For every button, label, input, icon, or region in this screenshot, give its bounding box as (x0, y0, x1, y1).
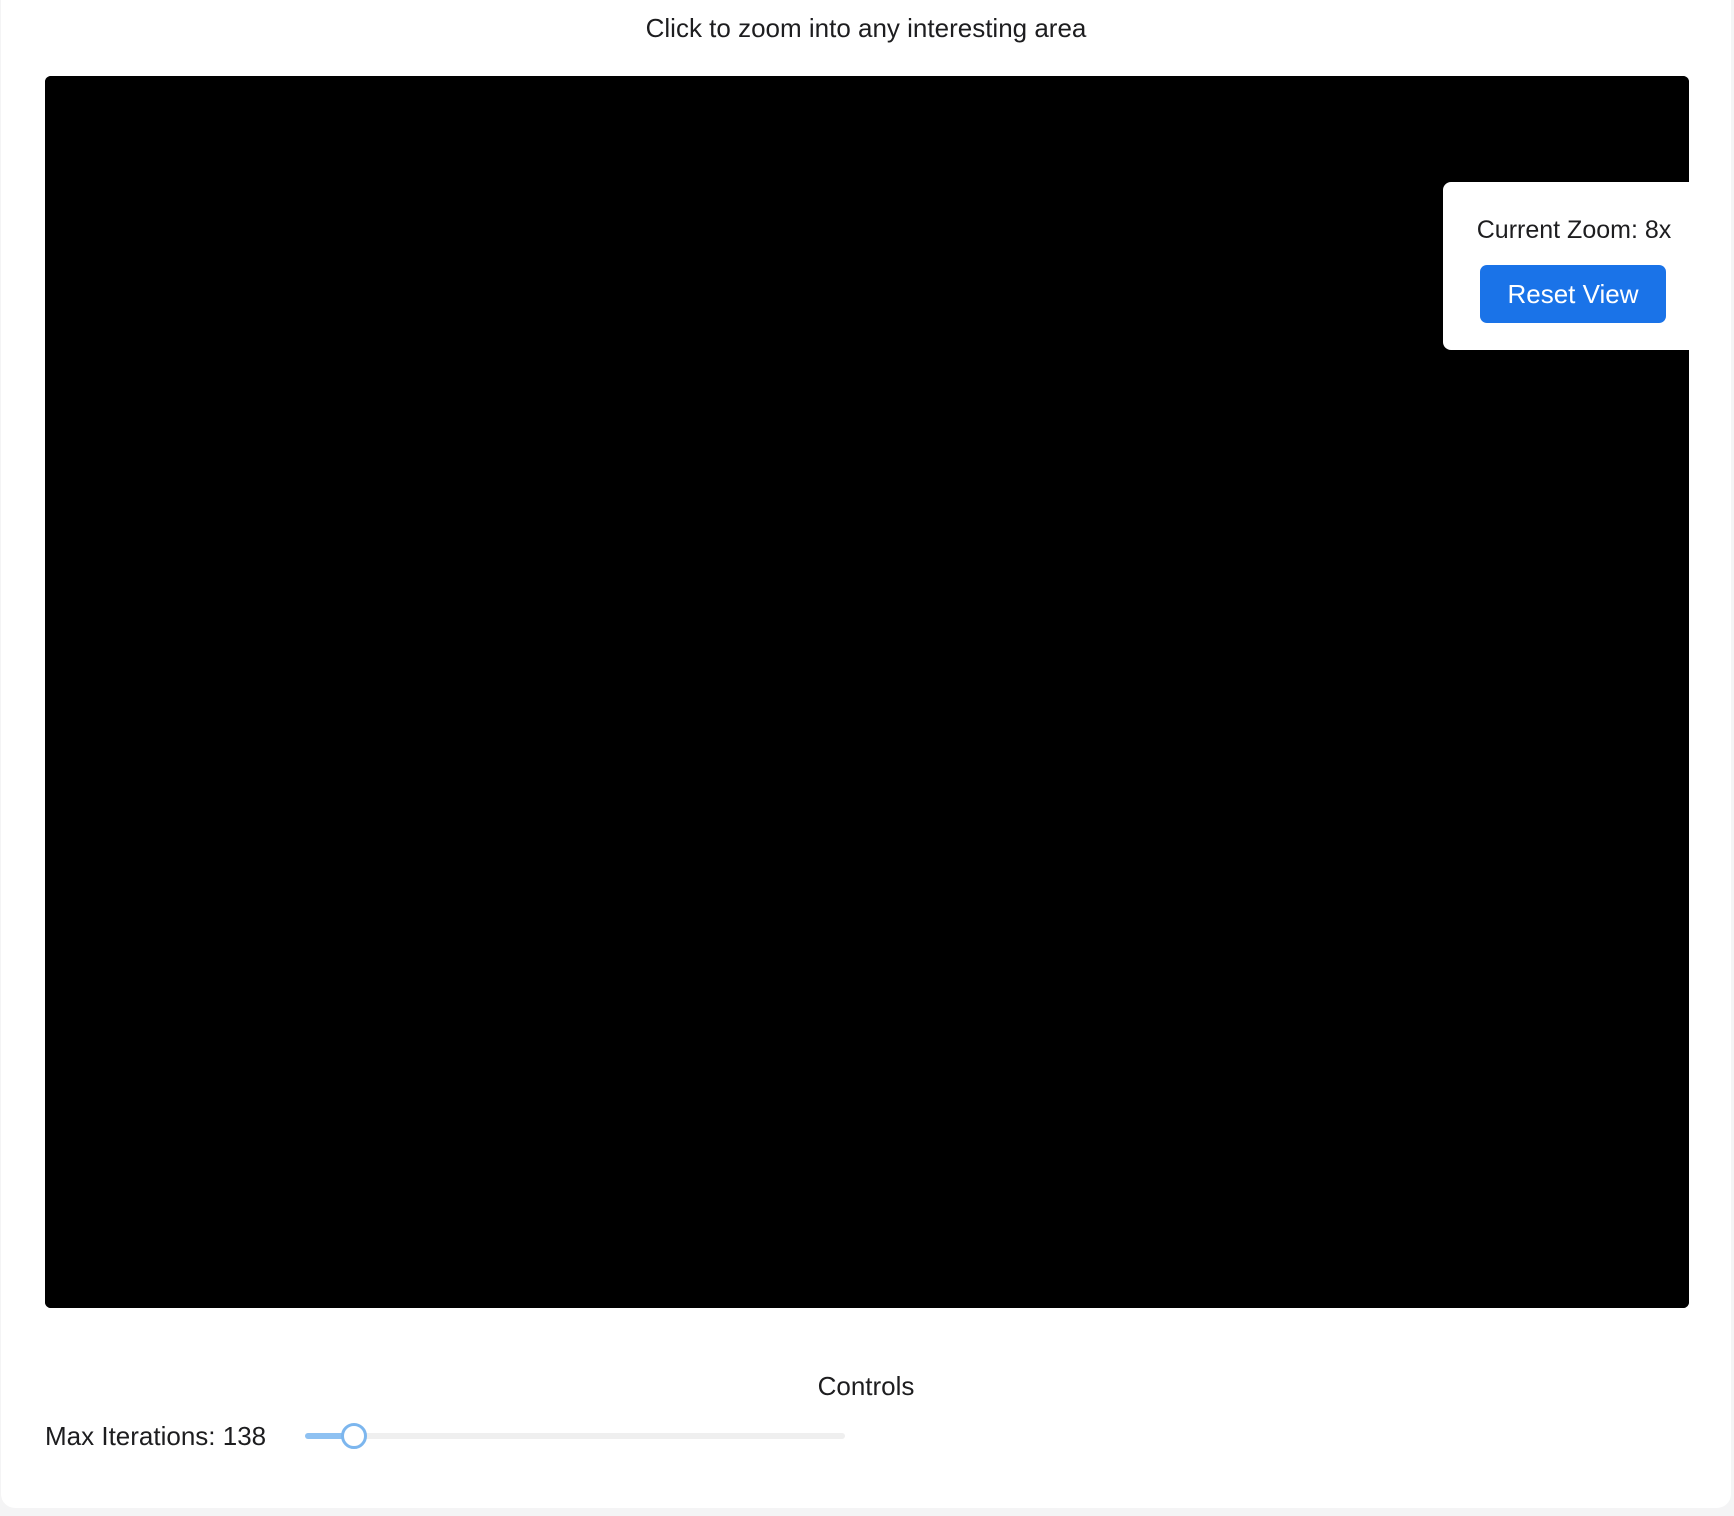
max-iterations-slider[interactable] (305, 1422, 845, 1450)
zoom-panel: Current Zoom: 8x Reset View (1443, 182, 1689, 350)
reset-view-button[interactable]: Reset View (1480, 265, 1666, 323)
zoom-instruction: Click to zoom into any interesting area (645, 13, 1087, 43)
current-zoom-label: Current Zoom: 8x (1476, 216, 1672, 244)
slider-thumb[interactable] (340, 1423, 367, 1449)
slider-fill (305, 1433, 354, 1439)
max-iterations-label: Max Iterations: 138 (45, 1421, 267, 1451)
slider-track[interactable] (305, 1433, 845, 1439)
fractal-viewer[interactable]: Current Zoom: 8x Reset View (45, 76, 1689, 1308)
controls-heading: Controls (817, 1371, 915, 1401)
mandelbrot-canvas[interactable] (45, 76, 1689, 1308)
